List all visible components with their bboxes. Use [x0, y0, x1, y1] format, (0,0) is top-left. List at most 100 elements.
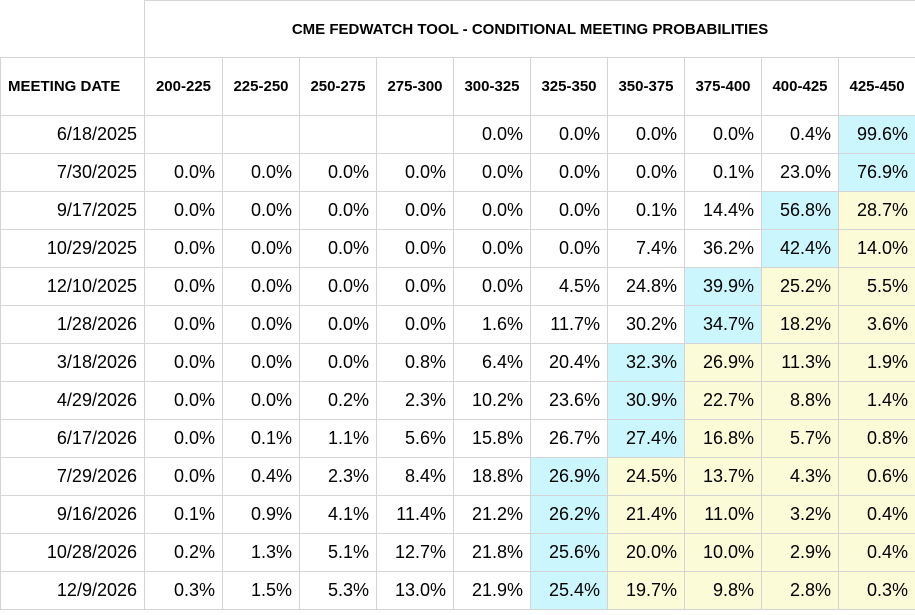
probability-cell: 21.9%	[453, 571, 531, 610]
probability-cell: 1.3%	[222, 533, 300, 572]
probability-cell: 0.0%	[376, 229, 454, 268]
table-row: 12/9/2026 0.3% 1.5% 5.3% 13.0% 21.9% 25.4% 19.7…	[0, 571, 915, 610]
probability-cell: 5.5%	[837, 267, 915, 306]
table-row: 1/28/2026 0.0% 0.0% 0.0% 0.0% 1.6% 11.7% 30.2% 3…	[0, 305, 915, 344]
title-row: CME FEDWATCH TOOL - CONDITIONAL MEETING …	[0, 0, 915, 58]
probability-cell: 1.9%	[837, 343, 915, 382]
meeting-date-cell: 7/30/2025	[0, 153, 145, 192]
probability-cell: 0.0%	[684, 115, 762, 154]
probability-cell: 25.4%	[530, 571, 608, 610]
probability-cell: 0.0%	[376, 267, 454, 306]
probability-cell: 0.0%	[144, 419, 223, 458]
probability-cell: 23.6%	[530, 381, 608, 420]
probability-cell: 0.0%	[299, 305, 377, 344]
probability-cell: 34.7%	[684, 305, 762, 344]
meeting-date-cell: 10/28/2026	[0, 533, 145, 572]
probability-cell: 0.0%	[299, 267, 377, 306]
column-header-row: MEETING DATE 200-225 225-250 250-275 275-30…	[0, 57, 915, 116]
probability-cell: 99.6%	[837, 115, 915, 154]
table-row: 4/29/2026 0.0% 0.0% 0.2% 2.3% 10.2% 23.6% 30.9%…	[0, 381, 915, 420]
probability-cell: 0.3%	[144, 571, 223, 610]
rate-range-header: 275-300	[376, 57, 454, 116]
probability-cell: 26.2%	[530, 495, 608, 534]
probability-cell: 3.6%	[837, 305, 915, 344]
meeting-date-cell: 9/16/2026	[0, 495, 145, 534]
probability-cell: 10.2%	[453, 381, 531, 420]
probability-cell: 30.2%	[607, 305, 685, 344]
probability-cell: 0.1%	[144, 495, 223, 534]
probability-cell: 21.2%	[453, 495, 531, 534]
probability-cell: 1.1%	[299, 419, 377, 458]
probability-cell: 5.7%	[761, 419, 839, 458]
probability-cell: 12.7%	[376, 533, 454, 572]
table-row: 7/29/2026 0.0% 0.4% 2.3% 8.4% 18.8% 26.9% 24.5%…	[0, 457, 915, 496]
probability-cell: 32.3%	[607, 343, 685, 382]
rate-range-header: 225-250	[222, 57, 300, 116]
probability-cell: 0.0%	[376, 153, 454, 192]
probability-cell: 0.0%	[222, 305, 300, 344]
meeting-date-cell: 7/29/2026	[0, 457, 145, 496]
probability-cell: 39.9%	[684, 267, 762, 306]
probability-cell: 0.0%	[530, 115, 608, 154]
probability-cell: 0.0%	[453, 229, 531, 268]
probability-cell: 5.6%	[376, 419, 454, 458]
probability-cell: 0.0%	[453, 191, 531, 230]
rate-range-header: 375-400	[684, 57, 762, 116]
probability-cell: 0.4%	[837, 533, 915, 572]
probability-cell: 4.5%	[530, 267, 608, 306]
probability-cell: 11.4%	[376, 495, 454, 534]
probability-cell	[144, 115, 223, 154]
probability-cell: 21.8%	[453, 533, 531, 572]
probability-cell: 0.6%	[837, 457, 915, 496]
table-row: 9/17/2025 0.0% 0.0% 0.0% 0.0% 0.0% 0.0% 0.1% 14.…	[0, 191, 915, 230]
meeting-date-cell: 4/29/2026	[0, 381, 145, 420]
probability-cell: 0.4%	[222, 457, 300, 496]
probability-cell: 5.1%	[299, 533, 377, 572]
probability-cell: 0.0%	[376, 305, 454, 344]
probability-cell: 0.0%	[299, 153, 377, 192]
probability-cell: 8.4%	[376, 457, 454, 496]
probability-cell: 0.3%	[837, 571, 915, 610]
rate-range-header: 250-275	[299, 57, 377, 116]
probability-cell: 0.0%	[222, 267, 300, 306]
rate-range-header: 425-450	[837, 57, 915, 116]
probability-cell: 0.0%	[144, 153, 223, 192]
probability-cell: 8.8%	[761, 381, 839, 420]
probability-cell: 0.0%	[376, 191, 454, 230]
probability-cell: 26.7%	[530, 419, 608, 458]
table-row: 7/30/2025 0.0% 0.0% 0.0% 0.0% 0.0% 0.0% 0.0% 0.1…	[0, 153, 915, 192]
probability-cell: 30.9%	[607, 381, 685, 420]
probability-cell: 0.1%	[607, 191, 685, 230]
probability-cell: 0.1%	[684, 153, 762, 192]
probability-cell: 11.3%	[761, 343, 839, 382]
table-title: CME FEDWATCH TOOL - CONDITIONAL MEETING …	[143, 0, 915, 58]
meeting-date-cell: 12/9/2026	[0, 571, 145, 610]
probability-cell: 24.5%	[607, 457, 685, 496]
probability-cell	[222, 115, 300, 154]
probability-cell: 0.2%	[144, 533, 223, 572]
probability-cell: 0.0%	[144, 267, 223, 306]
probability-cell: 0.0%	[222, 191, 300, 230]
rate-range-header: 400-425	[761, 57, 839, 116]
probability-cell: 19.7%	[607, 571, 685, 610]
probability-cell: 0.0%	[144, 229, 223, 268]
probability-cell: 0.8%	[837, 419, 915, 458]
probability-cell: 1.5%	[222, 571, 300, 610]
probability-cell: 11.7%	[530, 305, 608, 344]
probability-cell: 20.0%	[607, 533, 685, 572]
probability-cell: 10.0%	[684, 533, 762, 572]
table-row: 6/18/2025 0.0% 0.0% 0.0% 0.0% 0.4% 99.6%	[0, 115, 915, 154]
probability-cell: 0.1%	[222, 419, 300, 458]
corner-cell	[0, 0, 145, 58]
probability-cell: 0.0%	[530, 153, 608, 192]
meeting-date-cell: 6/18/2025	[0, 115, 145, 154]
probability-cell: 18.2%	[761, 305, 839, 344]
table-row: 9/16/2026 0.1% 0.9% 4.1% 11.4% 21.2% 26.2% 21.4…	[0, 495, 915, 534]
table-row: 10/28/2026 0.2% 1.3% 5.1% 12.7% 21.8% 25.6% 20.…	[0, 533, 915, 572]
probability-cell: 14.0%	[837, 229, 915, 268]
rate-range-header: 325-350	[530, 57, 608, 116]
table-row: 10/29/2025 0.0% 0.0% 0.0% 0.0% 0.0% 0.0% 7.4% 36…	[0, 229, 915, 268]
probability-cell: 0.8%	[376, 343, 454, 382]
probability-cell: 7.4%	[607, 229, 685, 268]
rate-range-header: 300-325	[453, 57, 531, 116]
